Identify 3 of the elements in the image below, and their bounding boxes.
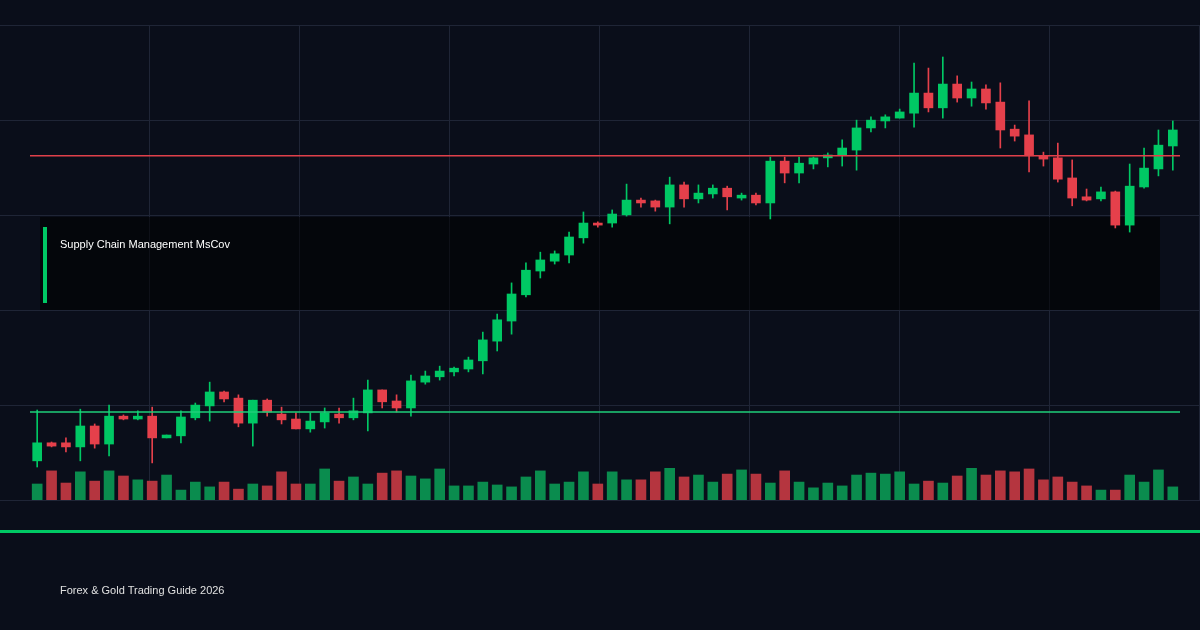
caption-panel: Supply Chain Management MsCov [40, 217, 1160, 310]
text: Supply Chain Management MsCov [60, 238, 230, 250]
text: Forex & Gold Trading Guide 2026 [60, 584, 225, 596]
